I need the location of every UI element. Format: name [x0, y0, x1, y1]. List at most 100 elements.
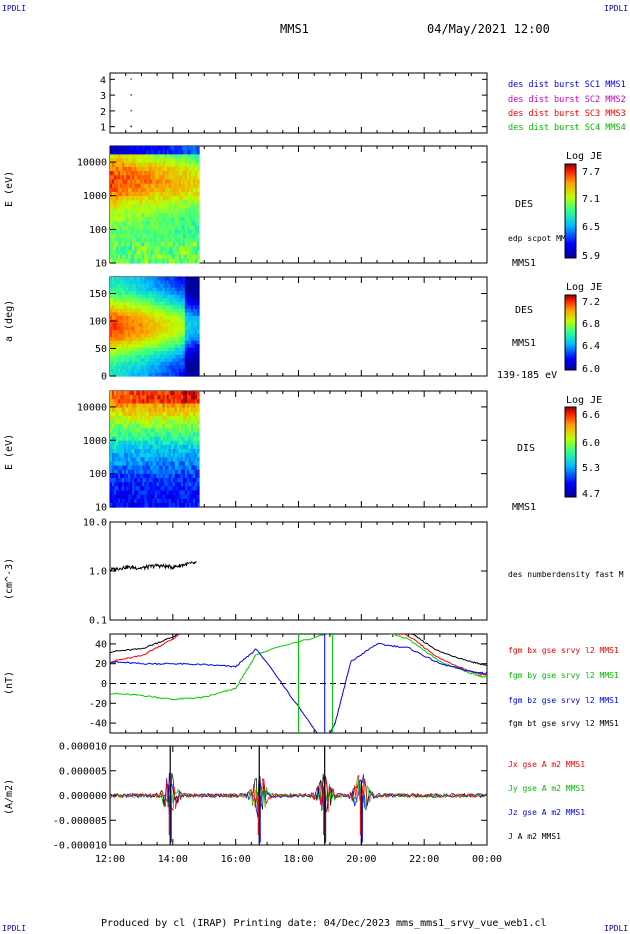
des-pitch-cell	[120, 280, 123, 285]
des-pitch-cell	[164, 333, 168, 338]
des-pitch-cell	[188, 326, 192, 331]
des-energy-cell	[188, 250, 192, 256]
dis-energy-cell	[184, 449, 188, 454]
des-pitch-cell	[164, 368, 168, 374]
des-pitch-cell	[190, 319, 194, 324]
des-energy-cell	[196, 221, 200, 226]
des-energy-cell	[110, 179, 113, 185]
des-energy-cell	[140, 233, 143, 239]
panel-burst-frame	[109, 72, 488, 134]
des-energy-cell	[144, 225, 148, 231]
dis-energy-cell	[166, 502, 170, 508]
des-pitch-cell	[142, 277, 145, 282]
des-energy-cell	[162, 183, 166, 189]
des-pitch-cell	[158, 361, 162, 366]
des-energy-cell	[192, 179, 196, 185]
des-pitch-cell	[194, 319, 198, 324]
des-pitch-ytick-label: 0	[101, 372, 107, 383]
des-pitch-cell	[164, 347, 168, 352]
des-energy-cell	[130, 200, 133, 206]
des-energy-cell	[176, 200, 180, 206]
dis-energy-cell	[138, 440, 141, 446]
des-energy-cell	[168, 229, 172, 235]
des-energy-cell	[142, 225, 145, 231]
dis-energy-cell	[128, 486, 131, 492]
des-pitch-cell	[178, 368, 182, 374]
des-pitch-cell	[138, 287, 141, 292]
des-energy-cell	[130, 187, 133, 193]
des-pitch-cell	[184, 354, 188, 359]
des-energy-cell	[160, 204, 164, 210]
des-energy-cell	[178, 187, 182, 193]
des-energy-cell	[174, 225, 178, 231]
dis-energy-cell	[158, 407, 162, 413]
dis-energy-cell	[162, 420, 166, 425]
dis-energy-cell	[138, 482, 141, 487]
des-pitch-cell	[150, 319, 154, 324]
des-pitch-cell	[138, 277, 141, 282]
dis-energy-cell	[186, 449, 190, 454]
dis-energy-cell	[126, 461, 129, 467]
des-pitch-cell	[112, 351, 115, 356]
dis-energy-cell	[114, 436, 117, 442]
des-energy-cell	[136, 191, 139, 197]
des-pitch-cell	[188, 330, 192, 335]
des-energy-cell	[184, 162, 188, 168]
dis-energy-cell	[116, 449, 119, 454]
des-energy-cell	[170, 146, 174, 151]
dis-energy-cell	[170, 411, 174, 417]
des-energy-cell	[138, 221, 141, 226]
des-pitch-cell	[162, 287, 166, 292]
des-pitch-cell	[160, 365, 164, 370]
dis-energy-cell	[138, 457, 141, 463]
dis-energy-cell	[178, 457, 182, 463]
des-pitch-cell	[154, 326, 158, 331]
dis-energy-cell	[112, 391, 115, 396]
des-energy-cell	[184, 212, 188, 218]
des-pitch-cell	[126, 358, 129, 363]
des-energy-cell	[182, 150, 186, 155]
des-energy-cell	[146, 187, 150, 193]
des-energy-cell	[112, 158, 115, 164]
dis-energy-cell	[174, 403, 178, 409]
dis-energy-cell	[138, 399, 141, 405]
des-energy-cell	[158, 258, 162, 264]
dis-energy-cell	[172, 498, 176, 504]
des-pitch-cell	[186, 330, 190, 335]
dis-energy-cell	[174, 420, 178, 425]
des-pitch-cell	[150, 315, 154, 321]
dis-energy-cell	[166, 494, 170, 500]
dis-energy-cell	[162, 440, 166, 446]
des-pitch-cell	[182, 301, 186, 306]
des-energy-cell	[112, 191, 115, 197]
des-energy-cell	[140, 200, 143, 206]
dis-energy-cell	[136, 391, 139, 396]
des-energy-cell	[196, 162, 200, 168]
dis-energy-cell	[190, 432, 194, 438]
des-energy-cell	[148, 183, 152, 189]
des-pitch-cell	[142, 354, 145, 359]
dis-energy-cell	[132, 457, 135, 463]
des-energy-cell	[150, 225, 154, 231]
des-pitch-cell	[178, 308, 182, 313]
dis-energy-cell	[174, 498, 178, 504]
des-energy-cell	[152, 171, 156, 176]
des-energy-cell	[164, 221, 168, 226]
dis-energy-cell	[136, 444, 139, 450]
des-pitch-cell	[188, 312, 192, 317]
des-energy-cell	[168, 166, 172, 172]
des-energy-cell	[158, 229, 162, 235]
des-pitch-cell	[188, 340, 192, 345]
des-energy-cell	[184, 158, 188, 164]
des-pitch-cell	[194, 344, 198, 349]
des-pitch-cell	[144, 322, 148, 328]
burst-ytick-label: 4	[100, 75, 106, 86]
des-pitch-cell	[154, 284, 158, 289]
des-energy-cell	[190, 208, 194, 214]
des-energy-cell	[172, 204, 176, 210]
des-pitch-cell	[138, 301, 141, 306]
dis-energy-cell	[176, 498, 180, 504]
dis-energy-cell	[156, 407, 160, 413]
des-pitch-cell	[170, 372, 174, 377]
